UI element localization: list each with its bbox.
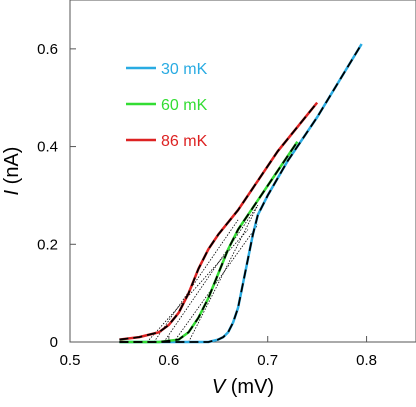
series-line-60-mk <box>119 140 299 344</box>
y-axis-label: I (nA) <box>1 147 23 196</box>
fit-curve <box>119 43 363 343</box>
x-tick-label: 0.6 <box>158 352 179 369</box>
y-tick-label: 0.4 <box>37 139 58 156</box>
y-tick-label: 0 <box>50 334 58 351</box>
legend-label: 86 mK <box>161 133 208 150</box>
extrapolation-line <box>153 219 239 343</box>
x-tick-label: 0.5 <box>60 352 81 369</box>
extrapolation-line <box>146 229 249 343</box>
y-tick-label: 0.2 <box>37 236 58 253</box>
plot-frame <box>69 0 416 343</box>
x-tick-label: 0.8 <box>356 352 377 369</box>
tick-labels: 0.5 0.6 0.7 0.8 0 0.2 0.4 0.6 <box>37 41 377 369</box>
legend: 30 mK 60 mK 86 mK <box>126 61 208 150</box>
axis-ticks <box>69 48 368 343</box>
legend-label: 30 mK <box>161 61 208 78</box>
extrapolation-line <box>163 204 259 343</box>
extrapolation-lines <box>146 204 259 343</box>
x-axis-label: V (mV) <box>212 376 274 398</box>
fit-curve <box>119 102 318 341</box>
fit-curves <box>119 43 363 343</box>
x-tick-label: 0.7 <box>257 352 278 369</box>
legend-label: 60 mK <box>161 97 208 114</box>
y-tick-label: 0.6 <box>37 41 58 58</box>
extrapolation-line <box>173 224 259 343</box>
fit-curve <box>119 141 299 343</box>
